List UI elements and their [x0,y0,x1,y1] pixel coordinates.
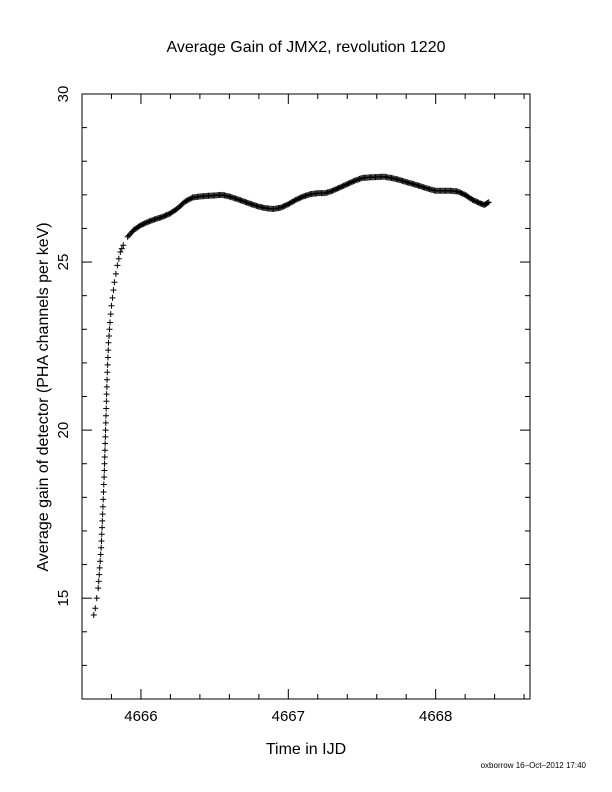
data-point [93,595,100,602]
data-point [101,447,108,454]
y-tick-label: 25 [55,254,72,271]
data-point [105,347,112,354]
data-point [102,419,109,426]
data-point [104,369,111,376]
x-tick-label: 4668 [419,708,452,725]
data-point [114,262,121,269]
data-point [99,511,106,518]
data-point [107,319,113,326]
data-points [90,173,492,618]
data-point [92,605,99,612]
data-point [100,488,107,495]
data-point [97,551,104,558]
data-point [95,585,102,592]
data-point [103,412,109,419]
y-tick-label: 30 [55,86,72,103]
data-point [103,383,110,390]
data-point [103,405,110,412]
data-point [101,460,108,467]
data-point [111,279,118,286]
data-point [104,376,111,383]
data-point [99,524,106,531]
data-point [90,611,97,618]
y-tick-label: 15 [55,590,72,607]
y-tick-label: 20 [55,422,72,439]
data-point [101,467,108,474]
data-point [117,248,124,255]
data-point [96,571,103,578]
data-point [95,578,102,585]
x-tick-label: 4667 [272,708,305,725]
data-point [101,474,108,481]
data-point [97,558,104,565]
data-point [109,294,116,301]
data-point [118,245,125,252]
data-point [108,302,115,309]
data-point [103,391,110,398]
data-point [100,496,107,503]
data-point [484,199,491,206]
data-point [104,361,111,368]
x-axis-label: Time in IJD [266,741,346,758]
data-point [120,242,127,249]
data-point [115,255,122,262]
data-point [102,427,109,434]
data-point [485,199,492,206]
data-point [99,503,106,510]
y-axis-label: Average gain of detector (PHA channels p… [35,222,52,571]
data-point [102,433,109,440]
data-point [112,270,119,277]
data-point [106,333,113,339]
plot-frame [81,93,531,700]
data-point [105,339,112,346]
data-point [98,531,105,538]
chart-title: Average Gain of JMX2, revolution 1220 [167,39,446,56]
y-axis: 15 20 25 30 [55,86,530,700]
footer-credit: oxborrow 16–Oct–2012 17:40 [481,761,587,770]
data-point [96,564,103,571]
data-point [101,454,108,460]
data-point [110,287,117,294]
x-tick-label: 4666 [124,708,157,725]
x-axis: 4666 4667 4668 [81,94,525,725]
data-point [99,517,106,524]
data-point [98,544,105,551]
data-point [107,311,114,318]
data-point [103,398,110,405]
data-point [100,481,107,488]
data-point [98,538,105,545]
data-point [104,354,111,361]
data-point [102,440,109,447]
data-point [106,326,113,333]
